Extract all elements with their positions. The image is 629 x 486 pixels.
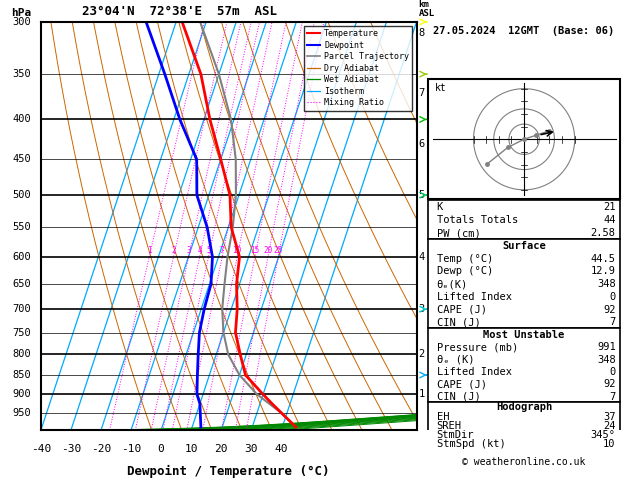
Text: Lifted Index: Lifted Index: [437, 292, 511, 302]
Text: km
ASL: km ASL: [418, 0, 435, 18]
Text: 550: 550: [13, 223, 31, 232]
Bar: [428, 328, 620, 402]
Text: 25: 25: [274, 246, 283, 255]
Legend: Temperature, Dewpoint, Parcel Trajectory, Dry Adiabat, Wet Adiabat, Isotherm, Mi: Temperature, Dewpoint, Parcel Trajectory…: [304, 26, 413, 111]
Text: -20: -20: [91, 444, 111, 454]
Text: © weatheronline.co.uk: © weatheronline.co.uk: [462, 457, 586, 467]
Text: 20: 20: [264, 246, 272, 255]
Text: 348: 348: [597, 355, 616, 364]
Text: 7: 7: [220, 246, 225, 255]
Text: 345°: 345°: [591, 430, 616, 440]
Text: Mixing Ratio (g/kg): Mixing Ratio (g/kg): [437, 195, 445, 297]
Text: Hodograph: Hodograph: [496, 402, 552, 413]
Text: EH: EH: [437, 412, 449, 422]
Text: CAPE (J): CAPE (J): [437, 380, 487, 389]
Text: Dewpoint / Temperature (°C): Dewpoint / Temperature (°C): [128, 465, 330, 478]
Text: Dewp (°C): Dewp (°C): [437, 266, 493, 277]
Text: 37: 37: [603, 412, 616, 422]
Text: 700: 700: [13, 304, 31, 314]
Text: -30: -30: [61, 444, 81, 454]
Text: 12.9: 12.9: [591, 266, 616, 277]
Bar: [428, 200, 620, 239]
Text: 348: 348: [597, 279, 616, 289]
Text: 800: 800: [13, 349, 31, 360]
Text: Temp (°C): Temp (°C): [437, 254, 493, 264]
Text: 1: 1: [147, 246, 152, 255]
Text: 1: 1: [418, 389, 425, 399]
Text: 7: 7: [610, 392, 616, 402]
Bar: [428, 79, 620, 199]
Text: CIN (J): CIN (J): [437, 392, 481, 402]
Bar: [428, 239, 620, 328]
Text: 850: 850: [13, 370, 31, 380]
Text: 92: 92: [603, 305, 616, 314]
Text: 44.5: 44.5: [591, 254, 616, 264]
Text: 450: 450: [13, 155, 31, 164]
Text: 950: 950: [13, 408, 31, 418]
Text: 400: 400: [13, 114, 31, 124]
Text: 2: 2: [418, 349, 425, 360]
Text: 0: 0: [610, 367, 616, 377]
Text: 3: 3: [186, 246, 191, 255]
Text: 10: 10: [603, 439, 616, 450]
Text: 4: 4: [198, 246, 202, 255]
Text: 21: 21: [603, 202, 616, 212]
Text: PW (cm): PW (cm): [437, 228, 481, 238]
Text: 6: 6: [418, 139, 425, 149]
Text: -10: -10: [121, 444, 141, 454]
Text: Totals Totals: Totals Totals: [437, 215, 518, 226]
Text: 7: 7: [418, 88, 425, 98]
Text: 300: 300: [13, 17, 31, 27]
Text: Pressure (mb): Pressure (mb): [437, 342, 518, 352]
Text: 15: 15: [250, 246, 260, 255]
Text: CIN (J): CIN (J): [437, 317, 481, 328]
Text: CAPE (J): CAPE (J): [437, 305, 487, 314]
Text: θₑ(K): θₑ(K): [437, 279, 468, 289]
Text: 991: 991: [597, 342, 616, 352]
Text: 0: 0: [158, 444, 164, 454]
Text: 5: 5: [418, 190, 425, 200]
Text: 30: 30: [245, 444, 258, 454]
Text: Lifted Index: Lifted Index: [437, 367, 511, 377]
Text: 20: 20: [214, 444, 228, 454]
Text: 0: 0: [610, 292, 616, 302]
Text: 750: 750: [13, 328, 31, 338]
Text: 650: 650: [13, 279, 31, 289]
Text: 10: 10: [184, 444, 198, 454]
Text: 900: 900: [13, 389, 31, 399]
Text: hPa: hPa: [11, 8, 31, 18]
Text: 350: 350: [13, 69, 31, 79]
Text: 5: 5: [206, 246, 211, 255]
Text: 92: 92: [603, 380, 616, 389]
Text: 600: 600: [13, 252, 31, 262]
Text: SREH: SREH: [437, 421, 462, 431]
Text: 40: 40: [274, 444, 288, 454]
Bar: [428, 402, 620, 449]
Text: 27.05.2024  12GMT  (Base: 06): 27.05.2024 12GMT (Base: 06): [433, 26, 615, 36]
Text: θₑ (K): θₑ (K): [437, 355, 474, 364]
Text: 44: 44: [603, 215, 616, 226]
Text: 24: 24: [603, 421, 616, 431]
Text: 500: 500: [13, 190, 31, 200]
Text: 3: 3: [418, 304, 425, 314]
Text: 7: 7: [610, 317, 616, 328]
Text: 23°04'N  72°38'E  57m  ASL: 23°04'N 72°38'E 57m ASL: [82, 5, 277, 18]
Text: -40: -40: [31, 444, 51, 454]
Text: Most Unstable: Most Unstable: [484, 330, 565, 340]
Text: StmDir: StmDir: [437, 430, 474, 440]
Text: 8: 8: [418, 28, 425, 38]
Text: StmSpd (kt): StmSpd (kt): [437, 439, 505, 450]
Text: 4: 4: [418, 252, 425, 262]
Text: 2: 2: [171, 246, 176, 255]
Text: 10: 10: [233, 246, 242, 255]
Text: K: K: [437, 202, 443, 212]
Text: 2.58: 2.58: [591, 228, 616, 238]
Text: Surface: Surface: [502, 241, 546, 251]
Text: kt: kt: [435, 83, 447, 93]
